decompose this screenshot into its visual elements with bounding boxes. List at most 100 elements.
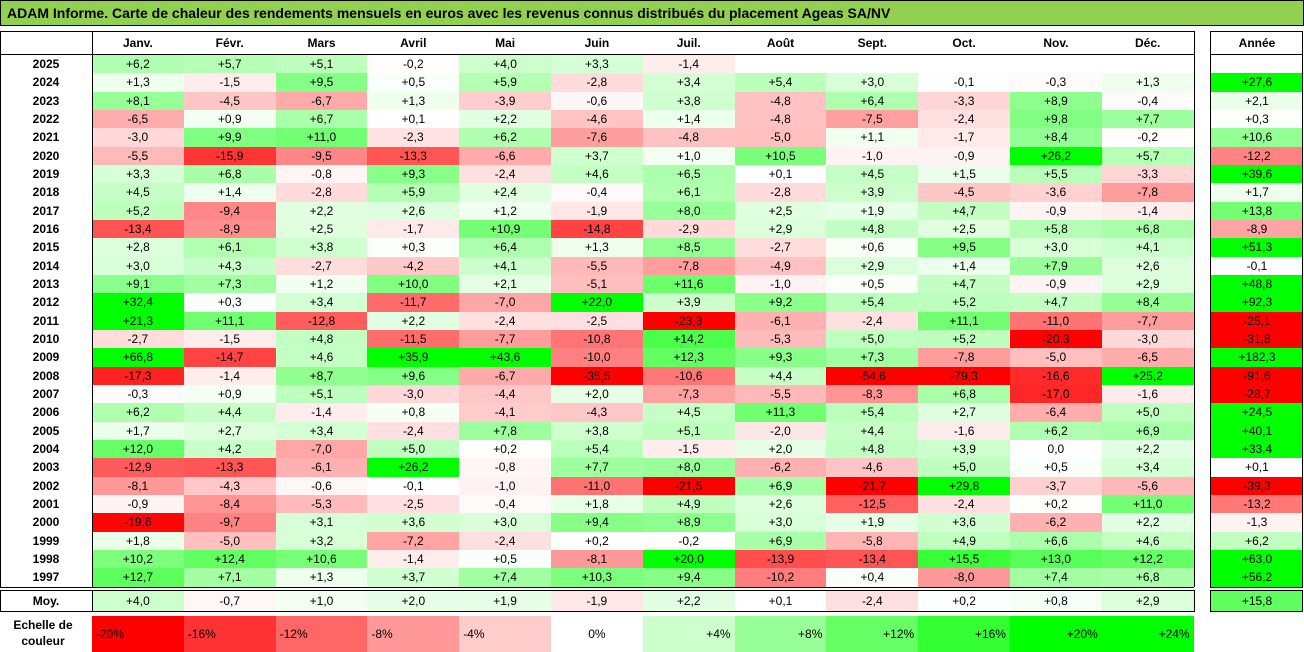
grid-border bbox=[1210, 610, 1303, 612]
heatmap-cell: -6,4 bbox=[1010, 403, 1102, 422]
heatmap-cell: +7,9 bbox=[1010, 256, 1102, 275]
heatmap-cell: -5,0 bbox=[734, 128, 827, 147]
heatmap-cell: +1,4 bbox=[642, 109, 735, 129]
year-label: 2004 bbox=[32, 441, 60, 456]
heatmap-cell: -8,1 bbox=[92, 476, 184, 495]
grid-border bbox=[1193, 31, 1195, 587]
heatmap-cell: +4,0 bbox=[459, 55, 551, 74]
heatmap-cell: +32,4 bbox=[92, 293, 184, 312]
heatmap-cell: +11,3 bbox=[734, 403, 827, 422]
heatmap-cell: +4,6 bbox=[275, 348, 368, 367]
heatmap-cell: -1,0 bbox=[734, 274, 827, 294]
heatmap-cell: +5,7 bbox=[183, 55, 276, 74]
heatmap-cell: -1,4 bbox=[367, 549, 460, 569]
heatmap-cell: +0,9 bbox=[183, 384, 276, 404]
annual-cell: +6,2 bbox=[1211, 531, 1303, 550]
heatmap-cell: +6,2 bbox=[1010, 421, 1102, 440]
heatmap-cell: +4,7 bbox=[918, 201, 1010, 220]
heatmap-cell: -1,0 bbox=[826, 146, 919, 165]
grid-border bbox=[0, 31, 1, 587]
heatmap-cell: -7,8 bbox=[1101, 183, 1194, 202]
heatmap-cell: +3,0 bbox=[734, 513, 827, 532]
year-label: 2007 bbox=[32, 386, 60, 401]
heatmap-cell: -3,7 bbox=[1010, 476, 1102, 495]
color-scale-step: +16% bbox=[918, 616, 1010, 652]
heatmap-cell: -20,3 bbox=[1010, 329, 1102, 349]
heatmap-cell: +1,8 bbox=[551, 494, 643, 514]
heatmap-cell: +5,1 bbox=[275, 384, 368, 404]
heatmap-cell: +8,5 bbox=[642, 238, 735, 257]
heatmap-cell: +4,9 bbox=[642, 494, 735, 514]
heatmap-cell: +3,8 bbox=[551, 421, 643, 440]
heatmap-cell: -13,3 bbox=[367, 146, 460, 165]
annual-cell: -0,1 bbox=[1211, 256, 1303, 275]
heatmap-cell: -6,6 bbox=[459, 146, 551, 165]
grid-border bbox=[1210, 31, 1211, 587]
heatmap-cell: +2,0 bbox=[551, 384, 643, 404]
heatmap-cell: -19,6 bbox=[92, 513, 184, 532]
heatmap-cell: +2,1 bbox=[459, 274, 551, 294]
heatmap-cell: +6,1 bbox=[183, 238, 276, 257]
heatmap-cell: -3,3 bbox=[1101, 164, 1194, 184]
heatmap-cell: -21,5 bbox=[642, 476, 735, 495]
heatmap-cell: +10,3 bbox=[551, 568, 643, 587]
heatmap-cell: +8,9 bbox=[1010, 91, 1102, 110]
heatmap-cell: -2,7 bbox=[275, 256, 368, 275]
heatmap-cell: -5,0 bbox=[1010, 348, 1102, 367]
heatmap-cell: +4,9 bbox=[918, 531, 1010, 550]
annual-cell: -25,1 bbox=[1211, 311, 1303, 330]
heatmap-cell: +7,4 bbox=[1010, 568, 1102, 587]
year-label: 2022 bbox=[32, 111, 60, 126]
heatmap-cell: -6,2 bbox=[1010, 513, 1102, 532]
heatmap-cell: -4,3 bbox=[183, 476, 276, 495]
heatmap-cell: +14,2 bbox=[642, 329, 735, 349]
heatmap-cell: +9,8 bbox=[1010, 109, 1102, 129]
heatmap-cell: +3,9 bbox=[642, 293, 735, 312]
annual-cell: +0,1 bbox=[1211, 458, 1303, 477]
heatmap-cell: +5,5 bbox=[1010, 164, 1102, 184]
color-scale-step: -16% bbox=[183, 616, 276, 652]
month-header: Déc. bbox=[1135, 36, 1161, 50]
heatmap-cell: -11,5 bbox=[367, 329, 460, 349]
annual-cell: -39,3 bbox=[1211, 476, 1303, 495]
heatmap-cell: -8,0 bbox=[918, 568, 1010, 587]
heatmap-cell: -2,4 bbox=[918, 494, 1010, 514]
average-cell: +1,0 bbox=[275, 590, 368, 611]
heatmap-cell: +1,7 bbox=[92, 421, 184, 440]
month-header: Févr. bbox=[215, 36, 244, 50]
heatmap-cell: +6,8 bbox=[1101, 568, 1194, 587]
annual-cell: -28,7 bbox=[1211, 384, 1303, 404]
heatmap-cell: +0,6 bbox=[826, 238, 919, 257]
heatmap-cell: -0,1 bbox=[367, 476, 460, 495]
annual-cell bbox=[1211, 55, 1303, 74]
heatmap-cell: -10,8 bbox=[551, 329, 643, 349]
color-scale-step: +12% bbox=[826, 616, 919, 652]
heatmap-cell: -2,7 bbox=[734, 238, 827, 257]
month-header: Mai bbox=[495, 36, 516, 50]
heatmap-cell: -13,9 bbox=[734, 549, 827, 569]
grid-border bbox=[1302, 589, 1303, 612]
annual-cell: +39,6 bbox=[1211, 164, 1303, 184]
annual-cell: +13,8 bbox=[1211, 201, 1303, 220]
heatmap-cell: -6,1 bbox=[734, 311, 827, 330]
heatmap-cell: +4,1 bbox=[1101, 238, 1194, 257]
heatmap-cell: +4,5 bbox=[826, 164, 919, 184]
heatmap-cell: -4,5 bbox=[183, 91, 276, 110]
month-header: Oct. bbox=[952, 36, 976, 50]
heatmap-cell: -4,1 bbox=[459, 403, 551, 422]
grid-border bbox=[1210, 589, 1303, 591]
heatmap-cell: +2,5 bbox=[918, 219, 1010, 239]
color-scale-step: -4% bbox=[459, 616, 551, 652]
year-label: 2020 bbox=[32, 148, 60, 163]
heatmap-cell: +5,4 bbox=[826, 293, 919, 312]
annual-cell: +33,4 bbox=[1211, 439, 1303, 459]
heatmap-cell: -2,9 bbox=[642, 219, 735, 239]
heatmap-cell: +6,2 bbox=[459, 128, 551, 147]
heatmap-cell: +7,7 bbox=[1101, 109, 1194, 129]
heatmap-cell: -7,2 bbox=[367, 531, 460, 550]
heatmap-cell: -6,5 bbox=[1101, 348, 1194, 367]
heatmap-cell: +3,7 bbox=[551, 146, 643, 165]
year-label: 2014 bbox=[32, 258, 60, 273]
heatmap-cell: -1,6 bbox=[918, 421, 1010, 440]
heatmap-cell: +0,3 bbox=[367, 238, 460, 257]
